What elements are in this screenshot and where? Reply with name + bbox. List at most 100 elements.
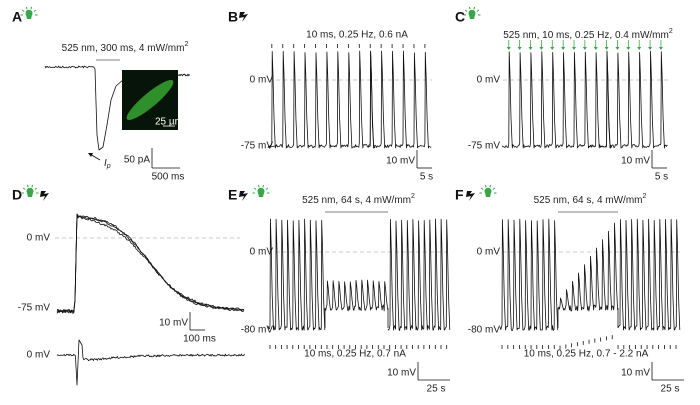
ray <box>257 184 260 188</box>
level-high: 0 mV <box>477 75 501 86</box>
trace <box>557 222 618 312</box>
stimulus-sup: 2 <box>184 41 188 48</box>
scale-x: 25 s <box>661 384 680 395</box>
panel-label: C <box>455 9 465 25</box>
stimulus-label: 525 nm, 300 ms, 4 mW/mm2 <box>62 41 189 54</box>
ray <box>30 6 33 10</box>
panel-label: D <box>12 187 22 203</box>
lightning-icon <box>466 191 475 201</box>
ray <box>492 187 496 190</box>
scale-y: 10 mV <box>159 318 188 329</box>
trace <box>501 50 668 149</box>
arrow-head <box>637 47 642 50</box>
lightning-icon <box>40 191 49 201</box>
lightning-icon <box>239 12 248 22</box>
bulb <box>25 9 33 19</box>
trace <box>56 214 245 314</box>
ray <box>25 6 28 10</box>
scale-y: 50 pA <box>124 155 150 166</box>
arrow-head <box>550 47 555 50</box>
arrow-head <box>539 47 544 50</box>
trace <box>387 218 451 331</box>
scale-x: 500 ms <box>152 172 185 183</box>
stimulus-sup: 2 <box>643 193 647 200</box>
light-icon <box>252 184 270 197</box>
stimulus-text: 525 nm, 300 ms, 4 mW/mm <box>62 43 185 54</box>
scale-y: 10 mV <box>621 368 650 379</box>
scale-x: 25 s <box>427 384 446 395</box>
level-high: 0 mV <box>250 75 274 86</box>
trace <box>499 218 559 331</box>
stimulus-text: 525 nm, 10 ms, 0.25 Hz, 0.4 mW/mm <box>503 30 669 41</box>
stimulus-text: 525 nm, 64 s, 4 mW/mm <box>302 195 411 206</box>
trace <box>56 213 245 313</box>
ray <box>22 187 26 190</box>
panel-label: F <box>455 187 464 203</box>
trace <box>267 218 326 331</box>
trace <box>56 339 245 386</box>
stimulus-label: 10 ms, 0.25 Hz, 0.6 nA <box>306 30 408 41</box>
bulb <box>484 187 492 197</box>
level-high: 0 mV <box>477 247 501 258</box>
inset-scale: 25 µm <box>155 117 183 128</box>
arrow-head <box>648 47 653 50</box>
bulb <box>26 187 34 197</box>
light-icon <box>20 6 38 19</box>
ray <box>262 184 265 188</box>
ray <box>489 184 492 188</box>
bulb <box>257 187 265 197</box>
scale-y: 10 mV <box>387 368 416 379</box>
ray <box>31 184 34 188</box>
arrow-head <box>626 47 631 50</box>
arrow-head <box>572 47 577 50</box>
trace <box>617 218 681 331</box>
level-high: 0 mV <box>27 233 51 244</box>
arrow-head <box>517 47 522 50</box>
current-label: Ip <box>104 158 111 170</box>
level-low: -75 mV <box>468 141 501 152</box>
ray <box>473 6 476 10</box>
highlight <box>368 50 376 149</box>
arrow-head <box>561 47 566 50</box>
light-icon <box>479 184 497 197</box>
ray <box>464 9 468 12</box>
light-icon <box>463 6 481 19</box>
arrow-head <box>658 47 663 50</box>
arrow-head <box>582 47 587 50</box>
scale-y: 10 mV <box>621 156 650 167</box>
ray <box>21 9 25 12</box>
level-low: -80 mV <box>241 325 274 336</box>
stimulus-label: 525 nm, 64 s, 4 mW/mm2 <box>302 193 415 206</box>
stimulus-sup: 2 <box>669 28 673 35</box>
ray <box>33 9 37 12</box>
ray <box>26 184 29 188</box>
scale-x: 5 s <box>655 172 668 183</box>
arrow-head <box>528 47 533 50</box>
diff-level: 0 mV <box>27 350 51 361</box>
arrow-head <box>593 47 598 50</box>
panel-label: B <box>228 9 238 25</box>
ray <box>484 184 487 188</box>
level-high: 0 mV <box>250 247 274 258</box>
bottom-stimulus: 10 ms, 0.25 Hz, 0.7 - 2.2 nA <box>524 349 649 360</box>
bottom-stimulus: 10 ms, 0.25 Hz, 0.7 nA <box>304 349 406 360</box>
stimulus-sup: 2 <box>411 193 415 200</box>
level-low: -75 mV <box>241 141 274 152</box>
scale-x: 100 ms <box>183 334 216 345</box>
current-name: I <box>104 158 107 169</box>
level-low: -80 mV <box>468 325 501 336</box>
scale-y: 10 mV <box>386 156 415 167</box>
panel-label: A <box>12 9 22 25</box>
arrow-head <box>604 47 609 50</box>
ray <box>480 187 484 190</box>
trace <box>324 279 389 312</box>
bulb <box>468 9 476 19</box>
ray <box>34 187 38 190</box>
highlight <box>604 50 612 149</box>
cell <box>126 79 174 121</box>
panel-label: E <box>228 187 237 203</box>
trace <box>267 50 432 149</box>
current-sub: p <box>106 163 111 170</box>
ray <box>265 187 269 190</box>
